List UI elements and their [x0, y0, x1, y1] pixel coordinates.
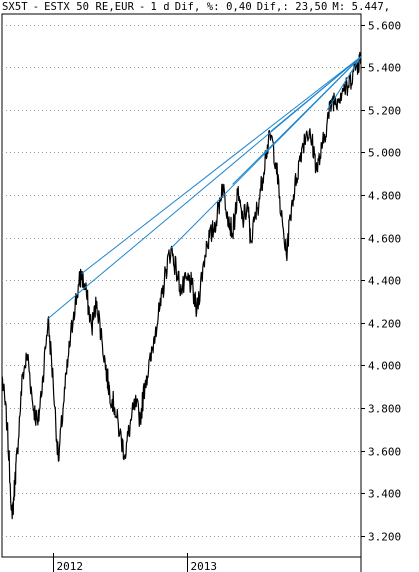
x-tick-label: 2012	[57, 560, 84, 572]
y-tick-label: 3.400	[368, 488, 401, 501]
y-tick-label: 3.200	[368, 531, 401, 544]
chart-header: SX5T - ESTX 50 RE,EUR -1 d Dif, %: 0,40 Dif,:…	[2, 0, 396, 14]
period-label: 1 d	[150, 1, 170, 13]
last-value: M: 5.447,	[332, 1, 391, 13]
y-tick-label: 4.200	[368, 318, 401, 331]
trend-line	[326, 56, 362, 111]
diff-value: Dif,: 23,50	[256, 1, 328, 13]
trend-line	[270, 56, 362, 132]
plot-frame	[1, 13, 362, 558]
x-tick-label: 2013	[191, 560, 218, 572]
y-tick-label: 4.600	[368, 233, 401, 246]
y-tick-label: 5.200	[368, 105, 401, 118]
symbol-label: SX5T	[2, 1, 28, 13]
diff-percent: Dif, %: 0,40	[174, 1, 252, 13]
y-tick-label: 5.400	[368, 62, 401, 75]
trend-line	[232, 56, 362, 185]
trend-line	[81, 56, 362, 275]
y-tick-label: 3.800	[368, 403, 401, 416]
y-tick-label: 5.000	[368, 147, 401, 160]
y-tick-label: 4.400	[368, 275, 401, 288]
instrument-name: ESTX 50 RE,EUR	[44, 1, 135, 13]
price-series-line	[1, 51, 362, 520]
y-tick-label: 5.600	[368, 20, 401, 33]
y-tick-label: 4.000	[368, 360, 401, 373]
y-tick-label: 4.800	[368, 190, 401, 203]
y-tick-label: 3.600	[368, 446, 401, 459]
